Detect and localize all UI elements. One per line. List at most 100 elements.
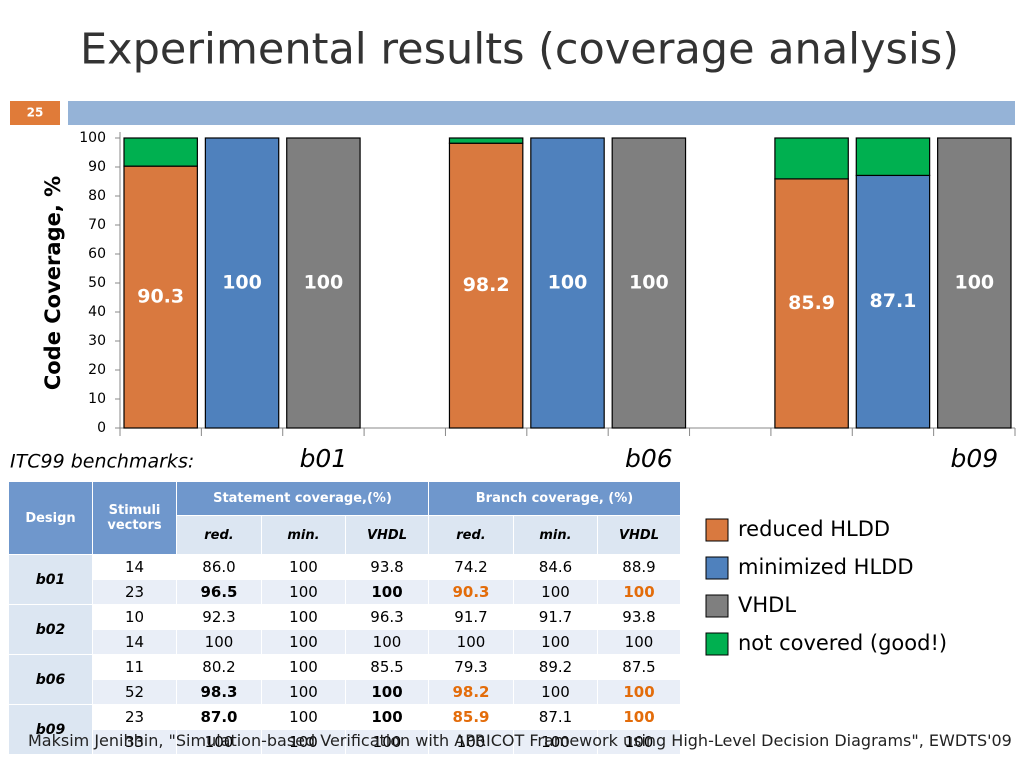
y-tick-label: 50 <box>88 275 106 291</box>
table-cell: 33 <box>92 729 177 755</box>
table-cell: 100 <box>597 579 681 605</box>
y-tick-label: 80 <box>88 188 106 204</box>
data-label: 87.1 <box>870 290 917 312</box>
table-cell: 87.0 <box>176 704 262 730</box>
table-row: 14 100 100 100 100 100 100 <box>9 629 681 655</box>
legend-label: not covered (good!) <box>738 631 947 655</box>
subheader-row: red. min. VHDL red. min. VHDL <box>9 515 681 555</box>
legend-label: reduced HLDD <box>738 517 890 541</box>
table-cell: 98.2 <box>428 679 514 705</box>
legend-swatch <box>705 632 729 656</box>
bar <box>204 137 280 429</box>
header-cell: Design <box>8 481 93 555</box>
table-cell: 100 <box>176 629 262 655</box>
bar-not-covered <box>774 137 849 180</box>
table-cell: 100 <box>261 579 346 605</box>
header-cell: Stimuli vectors <box>92 481 177 555</box>
table-cell: 100 <box>261 654 346 680</box>
table-cell: 93.8 <box>597 604 681 630</box>
bar <box>448 142 524 429</box>
design-cell: b09 <box>8 704 93 755</box>
table-cell: 91.7 <box>428 604 514 630</box>
table-cell: 100 <box>428 629 514 655</box>
y-axis-label: Code Coverage, % <box>41 176 65 390</box>
x-tick-label: b06 <box>625 444 673 473</box>
y-tick-label: 30 <box>88 333 106 349</box>
table-cell: 14 <box>92 554 177 580</box>
header-cell: Branch coverage, (%) <box>428 481 681 516</box>
slide-number: 25 <box>27 106 44 120</box>
y-tick-label: 70 <box>88 217 106 233</box>
table-cell: 100 <box>345 629 429 655</box>
table-cell: 100 <box>261 704 346 730</box>
table-row: 23 96.5 100 100 90.3 100 100 <box>9 579 681 605</box>
data-label: 90.3 <box>137 286 184 308</box>
bar <box>774 178 849 429</box>
x-tick-label: b09 <box>950 444 998 473</box>
data-label: 100 <box>548 272 588 294</box>
subheader-cell: min. <box>261 515 346 555</box>
data-label: 100 <box>629 272 669 294</box>
y-tick-label: 10 <box>88 391 106 407</box>
x-axis-label: ITC99 benchmarks: <box>10 451 194 473</box>
table-cell: 11 <box>92 654 177 680</box>
data-label: 85.9 <box>788 292 835 314</box>
table-cell: 100 <box>513 729 598 755</box>
table-cell: 100 <box>345 679 429 705</box>
design-cell: b02 <box>8 604 93 655</box>
table-cell: 100 <box>597 704 681 730</box>
table-cell: 80.2 <box>176 654 262 680</box>
table-cell: 100 <box>597 729 681 755</box>
table-cell: 100 <box>513 579 598 605</box>
y-tick-label: 40 <box>88 304 106 320</box>
table-cell: 10 <box>92 604 177 630</box>
legend-label: VHDL <box>738 593 796 617</box>
subheader-cell: VHDL <box>597 515 681 555</box>
table-cell: 93.8 <box>345 554 429 580</box>
data-label: 100 <box>304 272 344 294</box>
table-cell: 90.3 <box>428 579 514 605</box>
design-cell: b06 <box>8 654 93 705</box>
table-cell: 100 <box>597 679 681 705</box>
table-cell: 100 <box>261 554 346 580</box>
header-cell: Statement coverage,(%) <box>176 481 429 516</box>
x-tick-label: b01 <box>300 444 348 473</box>
bar <box>123 165 198 429</box>
bar <box>937 137 1012 429</box>
footer: Maksim Jenihhin, "Simulation-based Verif… <box>28 731 1012 750</box>
table-cell: 96.3 <box>345 604 429 630</box>
y-tick-label: 0 <box>97 420 106 436</box>
table-cell: 89.2 <box>513 654 598 680</box>
table-row: b02 10 92.3 100 96.3 91.7 91.7 93.8 <box>8 604 681 655</box>
table-cell: 100 <box>345 729 429 755</box>
subheader-cell: VHDL <box>345 515 429 555</box>
data-label: 100 <box>954 272 994 294</box>
table-cell: 100 <box>345 579 429 605</box>
legend-label: minimized HLDD <box>738 555 914 579</box>
table-cell: 87.1 <box>513 704 598 730</box>
table-cell: 100 <box>176 729 262 755</box>
design-cell: b01 <box>8 554 93 605</box>
table-cell: 91.7 <box>513 604 598 630</box>
table-cell: 74.2 <box>428 554 514 580</box>
number-box <box>10 101 60 125</box>
table-cell: 79.3 <box>428 654 514 680</box>
data-label: 98.2 <box>463 274 510 296</box>
table-cell: 100 <box>261 629 346 655</box>
table-cell: 87.5 <box>597 654 681 680</box>
table-cell: 98.3 <box>176 679 262 705</box>
bar <box>286 137 361 429</box>
subheader-cell: min. <box>513 515 598 555</box>
table-row: b01 14 86.0 100 93.8 74.2 84.6 88.9 <box>8 554 681 605</box>
table-row: b09 23 87.0 100 100 85.9 87.1 100 <box>8 704 681 755</box>
table-row: 33 100 100 100 100 100 100 <box>9 729 681 755</box>
data-label: 100 <box>222 272 262 294</box>
table-cell: 100 <box>261 604 346 630</box>
table-cell: 84.6 <box>513 554 598 580</box>
bar-not-covered <box>855 137 931 177</box>
table-cell: 85.5 <box>345 654 429 680</box>
y-tick-label: 90 <box>88 159 106 175</box>
bar-not-covered <box>448 137 524 144</box>
